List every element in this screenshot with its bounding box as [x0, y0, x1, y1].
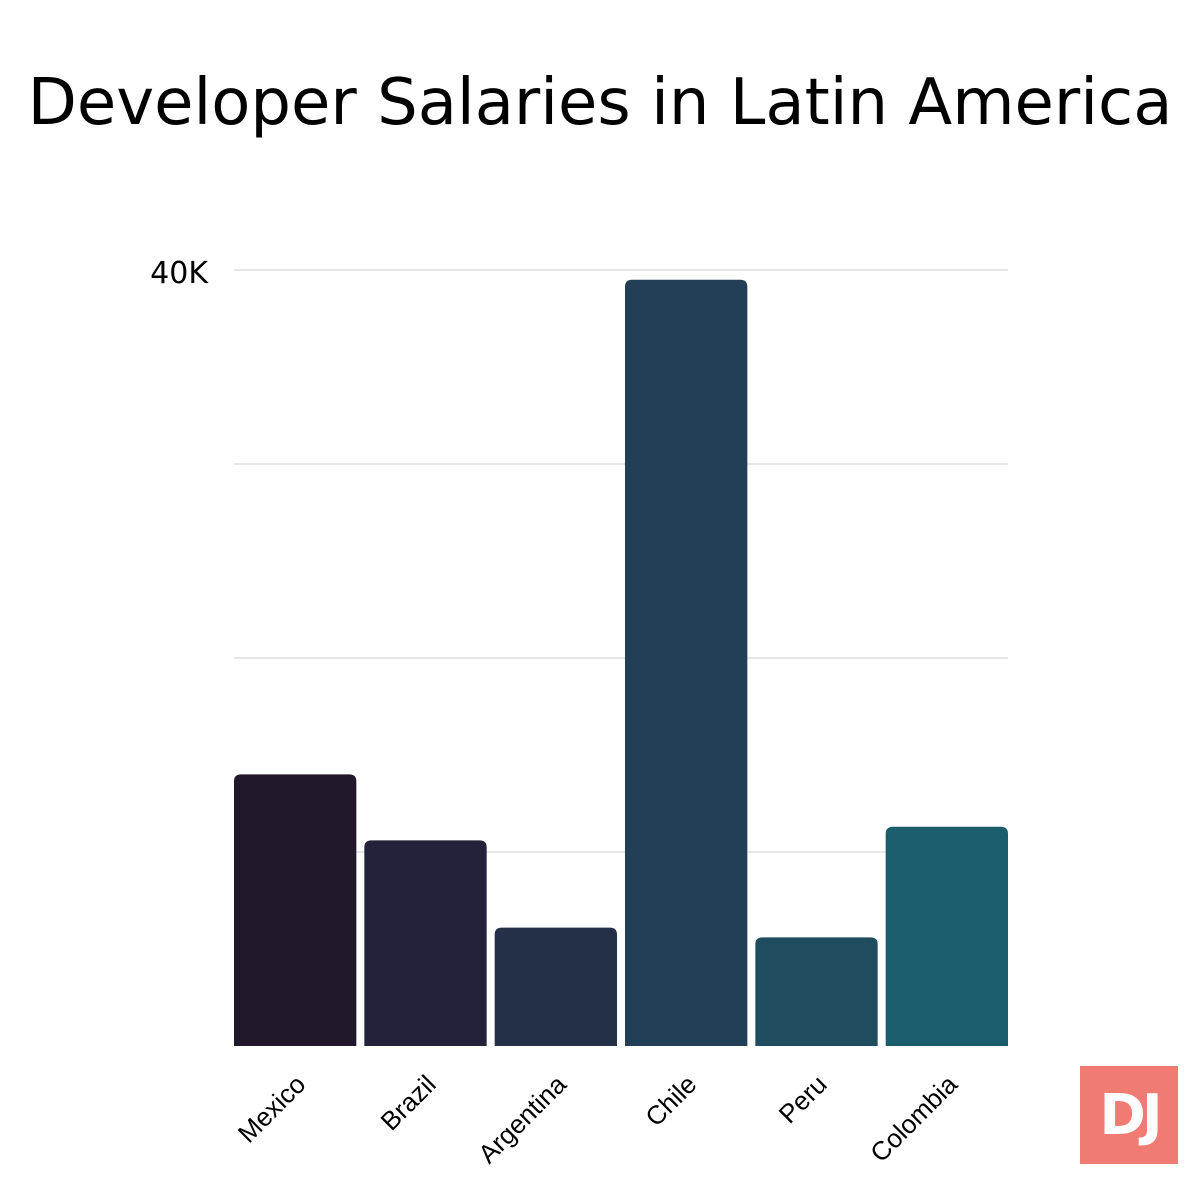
bar-mexico [234, 774, 357, 1046]
category-label-mexico: Mexico [232, 1069, 311, 1148]
category-label-brazil: Brazil [375, 1069, 442, 1136]
category-label-peru: Peru [773, 1069, 833, 1129]
category-label-argentina: Argentina [472, 1069, 572, 1169]
bar-argentina [494, 927, 617, 1046]
bar-chile [625, 279, 748, 1046]
bars [234, 279, 1008, 1046]
bar-brazil [364, 840, 487, 1046]
category-labels: Mexico Brazil Argentina Chile Peru Colombia [232, 1069, 963, 1169]
chart-title: Developer Salaries in Latin America [27, 66, 1173, 140]
category-label-colombia: Colombia [864, 1069, 963, 1168]
bar-peru [755, 937, 878, 1046]
dj-logo: DJ [1080, 1066, 1178, 1164]
y-tick-label: 40K [150, 256, 209, 291]
category-label-chile: Chile [639, 1069, 702, 1132]
bar-colombia [885, 826, 1008, 1046]
gridlines [234, 269, 1008, 853]
y-tick-labels: 40K [150, 256, 209, 291]
